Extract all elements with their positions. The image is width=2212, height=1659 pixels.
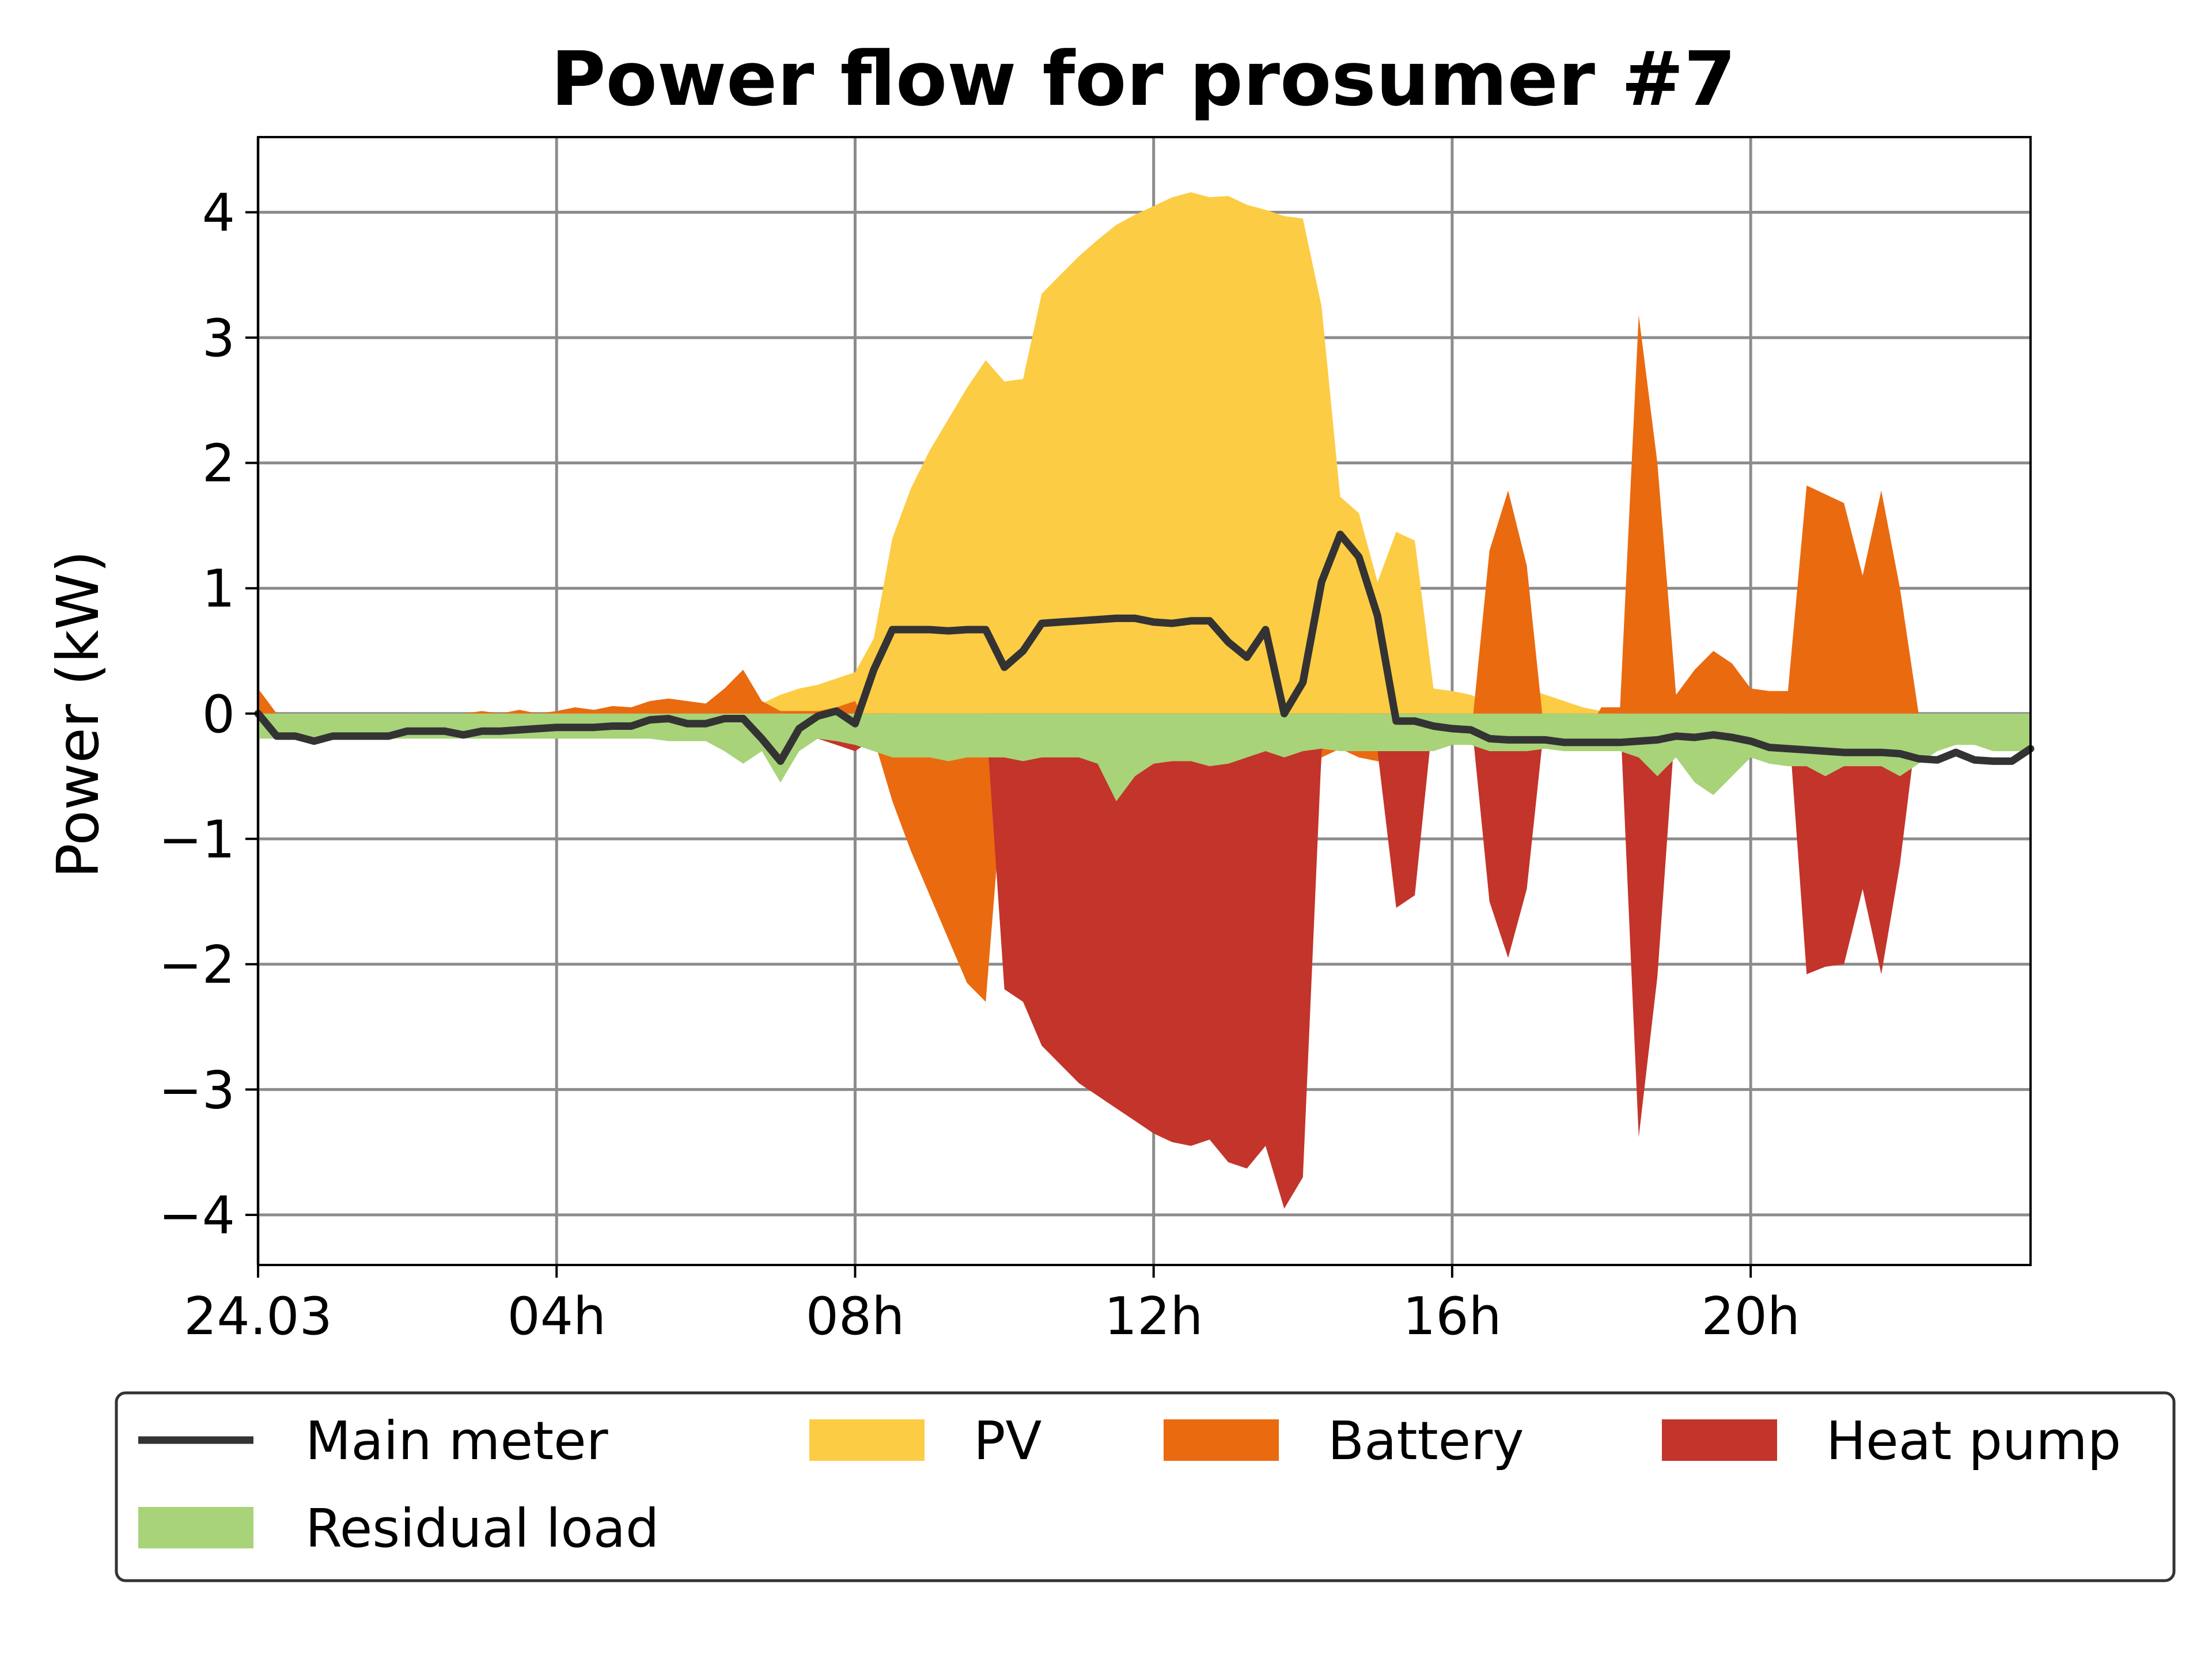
x-tick-label: 16h — [1403, 1286, 1502, 1347]
y-tick-label: −2 — [158, 935, 235, 995]
line-main-meter — [254, 531, 2035, 765]
line-series — [254, 531, 2035, 765]
legend-label-pv: PV — [974, 1410, 1041, 1472]
legend-label-battery: Battery — [1328, 1410, 1524, 1472]
y-tick-label: 1 — [202, 559, 235, 619]
legend: Main meter PV Battery Heat pump Residual loa… — [115, 1391, 2176, 1582]
y-tick-label: 4 — [202, 183, 235, 244]
area-series — [258, 192, 2031, 1209]
legend-handle-pv — [809, 1419, 925, 1461]
y-tick-label: −1 — [158, 809, 235, 870]
area-heat-pump — [258, 713, 2031, 1209]
y-axis-label: Power (kW) — [44, 551, 112, 878]
plot-frame — [257, 136, 2032, 1266]
legend-label-heat-pump: Heat pump — [1826, 1410, 2121, 1472]
y-tick-label: 0 — [202, 684, 235, 745]
legend-frame — [115, 1391, 2176, 1582]
x-tick-label: 12h — [1104, 1286, 1203, 1347]
y-tick-label: −4 — [158, 1185, 235, 1246]
x-tick-label: 24.03 — [184, 1286, 332, 1347]
x-tick-label: 08h — [806, 1286, 905, 1347]
x-tick-label: 04h — [507, 1286, 606, 1347]
y-tick-label: 2 — [202, 434, 235, 494]
legend-handle-battery — [1164, 1419, 1279, 1461]
area-pv — [258, 192, 2031, 714]
area-residual-load — [258, 713, 2031, 801]
legend-handle-heat-pump — [1662, 1419, 1777, 1461]
legend-handle-residual-load — [138, 1507, 253, 1548]
legend-label-main-meter: Main meter — [305, 1410, 608, 1472]
x-tick-label: 20h — [1701, 1286, 1800, 1347]
axes: 24.03 04h 08h 12h 16h 20h 4 3 2 1 0 −1 −2 −3 −4 — [158, 183, 1800, 1347]
chart-title: Power flow for prosumer #7 — [551, 35, 1736, 123]
legend-label-residual-load: Residual load — [305, 1498, 659, 1559]
y-tick-label: 3 — [202, 308, 235, 369]
y-tick-label: −3 — [158, 1060, 235, 1120]
